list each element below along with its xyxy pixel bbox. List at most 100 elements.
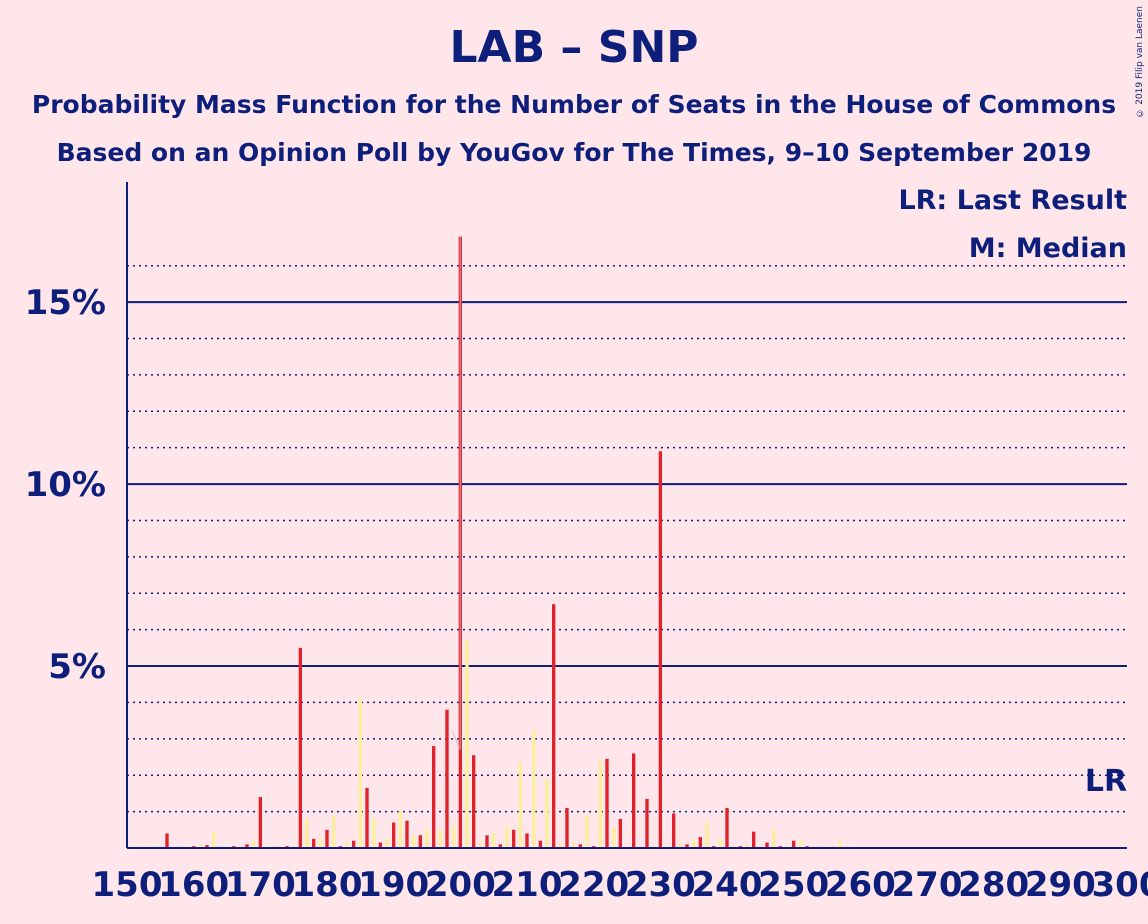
bar xyxy=(438,829,442,848)
y-tick-label: 10% xyxy=(25,465,106,505)
chart-subtitle: Probability Mass Function for the Number… xyxy=(31,90,1117,119)
bar xyxy=(245,844,249,848)
bar xyxy=(392,822,396,848)
chart-subtitle-poll: Based on an Opinion Poll by YouGov for T… xyxy=(56,138,1092,167)
x-tick-label: 230 xyxy=(625,865,696,905)
axes xyxy=(126,182,1127,849)
bar xyxy=(552,604,556,848)
y-tick-label: 5% xyxy=(48,647,106,687)
bar xyxy=(212,831,216,848)
bar xyxy=(725,807,729,848)
bar xyxy=(752,831,756,848)
bar xyxy=(332,815,336,848)
bar xyxy=(512,829,516,848)
bar xyxy=(198,844,202,848)
bar xyxy=(372,818,376,848)
bars xyxy=(132,236,856,849)
bar xyxy=(345,842,349,848)
y-tick-label: 15% xyxy=(25,283,106,323)
bar xyxy=(298,647,302,848)
last-result-marker: LR xyxy=(1085,764,1127,799)
bar xyxy=(405,820,409,848)
legend-last-result: LR: Last Result xyxy=(898,185,1127,216)
bar xyxy=(645,798,649,848)
x-tick-label: 300 xyxy=(1092,865,1148,905)
bar xyxy=(572,842,576,848)
bar xyxy=(605,758,609,848)
bar xyxy=(632,753,636,848)
x-tick-label: 270 xyxy=(892,865,963,905)
x-tick-label: 260 xyxy=(825,865,896,905)
bar xyxy=(452,826,456,848)
x-tick-label: 250 xyxy=(758,865,829,905)
x-tick-label: 170 xyxy=(225,865,296,905)
x-tick-label: 200 xyxy=(425,865,496,905)
x-axis-labels: 1501601701801902002102202302402502602702… xyxy=(92,865,1148,905)
bar xyxy=(465,640,469,848)
bar xyxy=(518,762,522,848)
x-tick-label: 150 xyxy=(92,865,163,905)
bar xyxy=(258,797,262,848)
bar xyxy=(718,838,722,848)
median-marker xyxy=(451,236,462,751)
bar xyxy=(798,840,802,848)
chart-title: LAB – SNP xyxy=(449,22,699,73)
bar xyxy=(838,840,842,848)
bar xyxy=(678,842,682,848)
x-tick-label: 240 xyxy=(692,865,763,905)
bar xyxy=(418,835,422,848)
bar xyxy=(492,833,496,848)
bar xyxy=(558,842,562,848)
bar xyxy=(792,840,796,848)
bar xyxy=(578,844,582,848)
bar xyxy=(658,451,662,848)
bar xyxy=(705,822,709,848)
bar xyxy=(565,807,569,848)
bar xyxy=(318,838,322,848)
bar xyxy=(525,833,529,848)
bar xyxy=(672,813,676,848)
bar xyxy=(765,842,769,848)
bar xyxy=(425,829,429,848)
x-tick-label: 220 xyxy=(558,865,629,905)
bar xyxy=(358,698,362,848)
x-tick-label: 210 xyxy=(492,865,563,905)
bar xyxy=(385,838,389,848)
x-tick-label: 190 xyxy=(358,865,429,905)
bar xyxy=(412,835,416,848)
grid-lines xyxy=(127,264,1127,813)
bar xyxy=(745,844,749,848)
bar xyxy=(698,837,702,848)
bar xyxy=(252,840,256,848)
bar xyxy=(538,840,542,848)
bar xyxy=(352,840,356,848)
x-tick-label: 280 xyxy=(958,865,1029,905)
bar xyxy=(685,844,689,848)
bar xyxy=(498,844,502,848)
bar xyxy=(165,833,169,848)
bar xyxy=(205,845,209,848)
bar xyxy=(692,840,696,848)
bar xyxy=(545,778,549,848)
bar xyxy=(532,729,536,848)
bar xyxy=(325,829,329,848)
bar xyxy=(312,838,316,848)
bar xyxy=(398,809,402,848)
bar xyxy=(585,815,589,848)
x-tick-label: 180 xyxy=(292,865,363,905)
x-tick-label: 160 xyxy=(158,865,229,905)
bar xyxy=(618,818,622,848)
bar xyxy=(472,755,476,848)
legend-median: M: Median xyxy=(969,233,1127,264)
bar xyxy=(445,709,449,848)
bar xyxy=(772,829,776,848)
bar xyxy=(505,826,509,848)
bar xyxy=(478,842,482,848)
bar xyxy=(378,842,382,848)
x-tick-label: 290 xyxy=(1025,865,1096,905)
bar xyxy=(598,760,602,848)
bar xyxy=(485,835,489,848)
bar xyxy=(612,827,616,848)
bar xyxy=(305,818,309,848)
